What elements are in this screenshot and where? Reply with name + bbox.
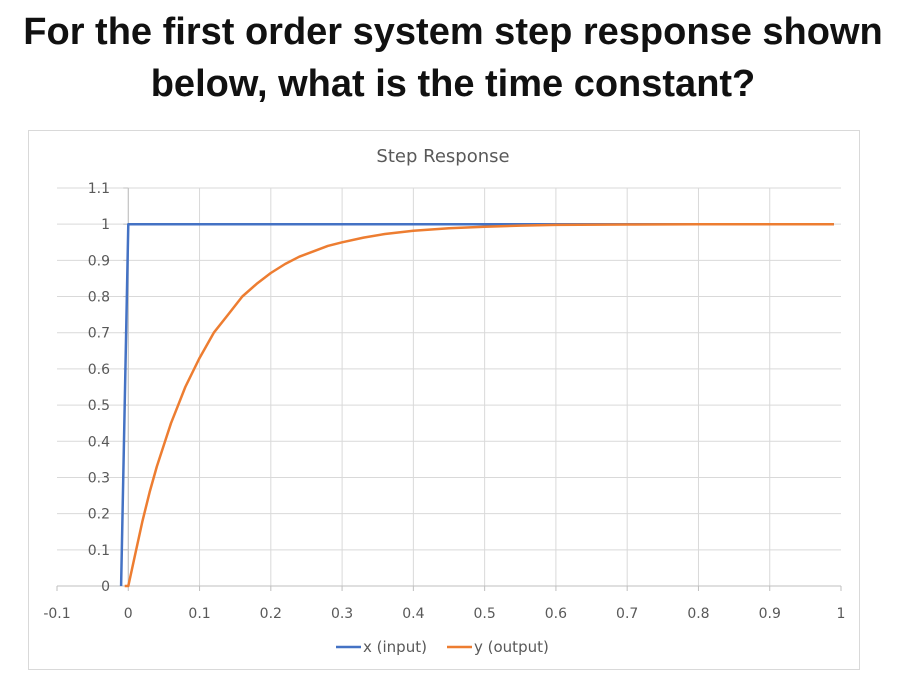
x-tick-label: 0.2	[260, 606, 282, 622]
series-lines	[119, 222, 834, 588]
y-tick-label: 0.4	[88, 434, 110, 450]
grid-lines	[57, 187, 841, 586]
y-tick-label: 0.6	[88, 362, 110, 378]
question-heading: For the first order system step response…	[0, 6, 906, 110]
x-tick-label: 0	[124, 606, 133, 622]
y-tick-label: 0.3	[88, 470, 110, 486]
y-tick-label: 0.2	[88, 507, 110, 523]
x-axis-tick-labels: -0.1 0 0.1 0.2 0.3 0.4 0.5 0.6 0.7 0.8 0.9 1	[43, 606, 845, 622]
x-tick-label: 0.7	[616, 606, 638, 622]
x-tick-label: 0.1	[188, 606, 210, 622]
chart-title: Step Response	[376, 146, 509, 167]
chart-frame	[28, 130, 860, 670]
x-tick-label: -0.1	[43, 606, 70, 622]
y-axis-tick-labels: 0 0.1 0.2 0.3 0.4 0.5 0.6 0.7 0.8 0.9 1 1.1	[88, 181, 110, 595]
legend-label: x (input)	[363, 638, 427, 656]
x-tick-label: 0.9	[759, 606, 781, 622]
x-tick-label: 1	[837, 606, 846, 622]
y-tick-label: 0.7	[88, 326, 110, 342]
x-tick-label: 0.8	[687, 606, 709, 622]
legend-label: y (output)	[474, 638, 549, 656]
question-line-1: For the first order system step response…	[23, 11, 883, 53]
legend: x (input) y (output)	[336, 638, 549, 656]
y-tick-label: 0.1	[88, 543, 110, 559]
y-tick-label: 0.9	[88, 253, 110, 269]
y-tick-label: 1.1	[88, 181, 110, 197]
y-tick-label: 1	[101, 217, 110, 233]
x-tick-label: 0.3	[331, 606, 353, 622]
series-line-output	[124, 222, 834, 588]
question-line-2: below, what is the time constant?	[150, 63, 756, 105]
x-tick-label: 0.6	[545, 606, 567, 622]
x-tick-label: 0.5	[474, 606, 496, 622]
x-tick-label: 0.4	[402, 606, 424, 622]
axes	[56, 187, 842, 591]
y-tick-label: 0.5	[88, 398, 110, 414]
y-tick-label: 0.8	[88, 290, 110, 306]
y-tick-label: 0	[101, 579, 110, 595]
